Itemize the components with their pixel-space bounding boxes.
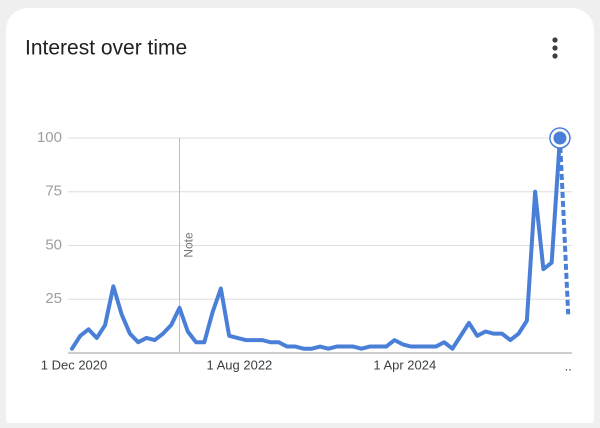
x-tick-label: 1 Aug 2022: [207, 357, 273, 372]
menu-dot[interactable]: [552, 45, 558, 51]
card: [6, 8, 594, 428]
y-tick-label: 100: [37, 129, 62, 146]
x-tick-label: ..: [565, 358, 572, 373]
y-tick-label: 50: [45, 236, 62, 253]
x-tick-label: 1 Apr 2024: [373, 357, 436, 372]
menu-dot[interactable]: [552, 53, 558, 59]
chart-title: Interest over time: [25, 37, 187, 60]
menu-dot[interactable]: [552, 37, 558, 43]
annotation-label: Note: [182, 232, 196, 258]
partial-line: [557, 137, 571, 315]
point: [553, 131, 567, 145]
x-tick-label: 1 Dec 2020: [41, 357, 108, 372]
y-tick-label: 25: [45, 290, 62, 307]
menu-button[interactable]: [552, 37, 558, 59]
y-tick-label: 75: [45, 183, 62, 200]
line: [70, 136, 562, 351]
